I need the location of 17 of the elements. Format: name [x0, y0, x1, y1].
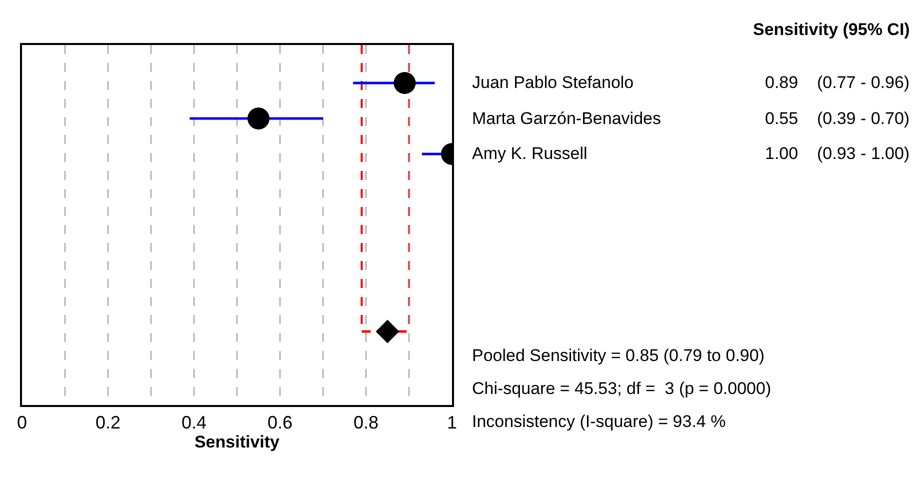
y-tick-label: Juan Pablo Stefanolo [472, 73, 634, 92]
x-tick-label: 1 [446, 412, 458, 433]
x-tick-label: 0.8 [353, 412, 379, 433]
x-tick-label: 0.4 [181, 412, 207, 433]
text: Inconsistency (I-square) = 93.4 % [472, 412, 726, 431]
x-tick-label: 0.2 [95, 412, 121, 433]
y-tick-label: Amy K. Russell [472, 144, 588, 163]
x-tick-label: 0 [16, 412, 28, 433]
text: Sensitivity (95% CI) [753, 20, 910, 39]
text: Chi-square = 45.53; df = 3 (p = 0.0000) [472, 379, 772, 398]
text: Pooled Sensitivity = 0.85 (0.79 to 0.90) [472, 346, 764, 365]
y-tick-label: Marta Garzón-Benavides [472, 109, 661, 128]
data-label: 0.89 (0.77 - 0.96) [765, 73, 910, 92]
x-tick-label: 0.6 [267, 412, 293, 433]
x-axis-title: Sensitivity [194, 432, 280, 452]
data-label: 1.00 (0.93 - 1.00) [765, 144, 910, 163]
data-label: 0.55 (0.39 - 0.70) [765, 109, 910, 128]
